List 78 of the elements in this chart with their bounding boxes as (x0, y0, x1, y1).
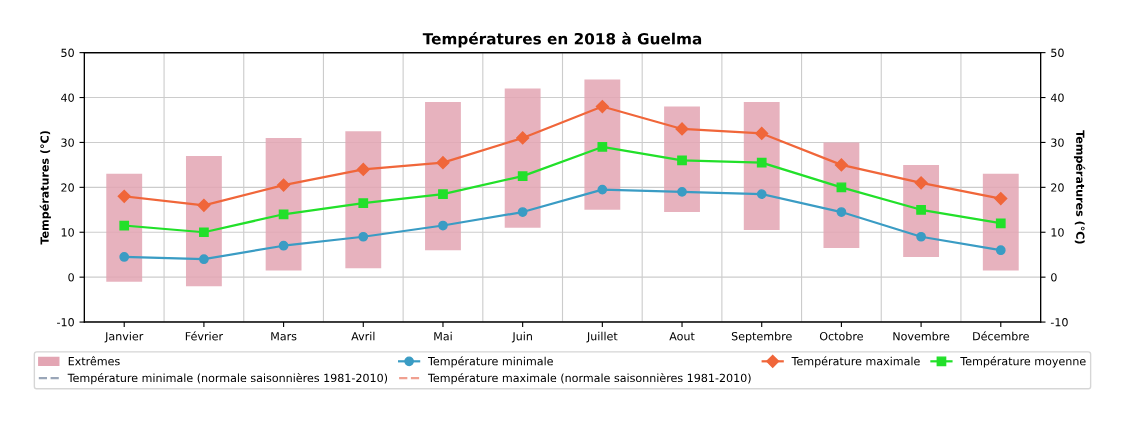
point (995, 245, 1006, 256)
point (836, 207, 847, 217)
point (677, 186, 687, 197)
x-tick-label: Novembre (893, 331, 950, 341)
chart-title: Températures en 2018 à Guelma (422, 32, 702, 48)
y-tick-label: 20 (61, 183, 74, 192)
bar (185, 155, 222, 287)
point (277, 178, 291, 192)
point (595, 99, 609, 114)
point (597, 184, 608, 195)
point (516, 131, 530, 145)
point (597, 142, 608, 152)
y2-tick-label: 50 (1051, 48, 1064, 57)
x-tick-label: Décembre (973, 331, 1029, 341)
point (834, 158, 848, 172)
legend-label: Température maximale (791, 356, 920, 368)
point (117, 189, 131, 203)
point (994, 191, 1008, 206)
x-tick-label: Mars (271, 332, 297, 341)
point (517, 207, 528, 217)
bar (265, 137, 302, 271)
y2-axis-title: Températures (°C) (1073, 130, 1086, 244)
point (119, 252, 130, 262)
legend-label: Température maximale (normale saisonnières 1981-2010) (427, 373, 751, 385)
x-tick-label: Avril (351, 331, 375, 341)
point (836, 182, 847, 193)
point (436, 156, 450, 170)
y2-tick-label: 20 (1051, 183, 1064, 192)
y-tick-label: 10 (61, 228, 74, 237)
point (916, 231, 926, 242)
y2-tick-label: 40 (1050, 93, 1064, 102)
x-tick-label: Octobre (819, 331, 863, 341)
x-tick-label: Janvier (104, 331, 144, 343)
point (199, 254, 209, 265)
y-tick-label: 0 (68, 273, 74, 282)
point (438, 189, 448, 199)
x-tick-label: Septembre (731, 331, 792, 343)
y-tick-label: 40 (61, 93, 74, 102)
legend-label: Température minimale (normale saisonnières 1981-2010) (67, 373, 388, 385)
bar (106, 173, 143, 282)
point (756, 157, 767, 168)
bar (584, 79, 621, 210)
point (278, 240, 289, 251)
point (755, 126, 769, 141)
legend-label: Température moyenne (960, 356, 1086, 368)
point (358, 198, 369, 208)
y2-tick-label: -10 (1050, 318, 1068, 327)
point (756, 189, 767, 199)
point (438, 220, 448, 231)
y-tick-label: -10 (57, 318, 74, 327)
x-tick-label: Mai (434, 331, 452, 341)
point (677, 155, 687, 166)
x-tick-label: Aout (669, 332, 695, 341)
point (119, 220, 130, 231)
legend-label: Extrêmes (68, 356, 120, 366)
point (914, 176, 928, 190)
point (916, 204, 926, 215)
point (199, 227, 209, 238)
point (995, 218, 1006, 229)
point (517, 171, 528, 181)
x-tick-label: Février (185, 331, 224, 341)
y-tick-label: 50 (61, 48, 74, 57)
y2-tick-label: 0 (1051, 273, 1057, 282)
x-tick-label: Juin (511, 331, 532, 343)
y2-tick-label: 10 (1051, 228, 1064, 237)
legend-label: Température minimale (427, 356, 553, 368)
point (197, 198, 211, 212)
point (278, 209, 289, 220)
y-tick-label: 30 (61, 138, 74, 147)
bar (345, 131, 382, 269)
point (675, 122, 689, 136)
x-tick-label: Juillet (586, 331, 618, 343)
point (358, 231, 369, 242)
y-axis-title: Températures (°C) (39, 131, 51, 245)
bar (504, 88, 541, 228)
bar (425, 102, 461, 251)
y2-tick-label: 30 (1051, 138, 1064, 147)
point (356, 162, 370, 176)
